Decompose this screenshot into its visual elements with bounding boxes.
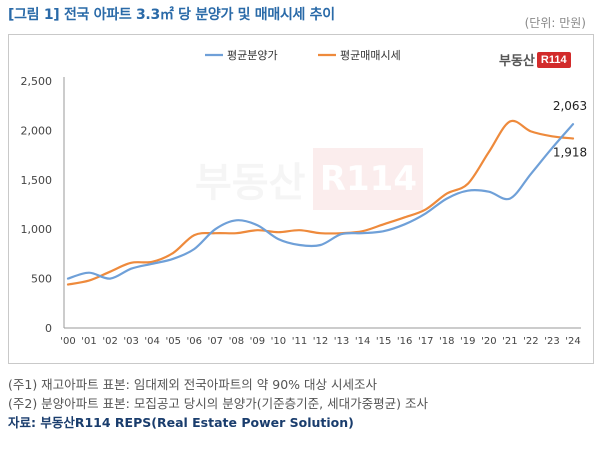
y-tick-label: 2,000 bbox=[21, 124, 53, 137]
x-tick-label: '22 bbox=[523, 336, 538, 347]
legend-label-market: 평균매매시세 bbox=[340, 49, 401, 62]
footnotes: (주1) 재고아파트 표본: 임대제외 전국아파트의 약 90% 대상 시세조사… bbox=[8, 375, 428, 432]
x-tick-label: '08 bbox=[229, 336, 244, 347]
x-tick-label: '23 bbox=[544, 336, 559, 347]
x-tick-label: '18 bbox=[439, 336, 454, 347]
x-tick-label: '00 bbox=[60, 336, 75, 347]
chart-panel bbox=[8, 34, 594, 364]
series-line-presale bbox=[66, 123, 575, 280]
note-2: (주2) 분양아파트 표본: 모집공고 당시의 분양가(기준층기준, 세대가중평… bbox=[8, 396, 428, 411]
y-tick-label: 0 bbox=[45, 322, 52, 335]
logo-badge: R114 bbox=[536, 51, 571, 68]
x-tick-label: '19 bbox=[460, 336, 475, 347]
x-tick-label: '03 bbox=[123, 336, 138, 347]
x-tick-label: '07 bbox=[208, 336, 223, 347]
unit-label: (단위: 만원) bbox=[524, 16, 586, 30]
data-label-market: 1,918 bbox=[553, 146, 587, 160]
brand-logo: 부동산 R114 bbox=[499, 50, 571, 69]
source-note: 자료: 부동산R114 REPS(Real Estate Power Solut… bbox=[8, 415, 354, 430]
x-tick-label: '12 bbox=[313, 336, 328, 347]
note-1: (주1) 재고아파트 표본: 임대제외 전국아파트의 약 90% 대상 시세조사 bbox=[8, 377, 377, 392]
legend-label-presale: 평균분양가 bbox=[227, 49, 278, 62]
x-tick-label: '14 bbox=[355, 336, 370, 347]
line-chart: 0 500 1,000 1,500 2,000 2,500 '00 '01 '02 '03 '04 '… bbox=[21, 49, 588, 347]
series-line-market bbox=[66, 119, 575, 286]
x-tick-label: '05 bbox=[165, 336, 180, 347]
x-tick-label: '11 bbox=[292, 336, 307, 347]
x-tick-label: '06 bbox=[187, 336, 202, 347]
y-tick-label: 1,000 bbox=[21, 223, 53, 236]
x-tick-label: '13 bbox=[334, 336, 349, 347]
x-tick-label: '20 bbox=[481, 336, 496, 347]
y-tick-label: 2,500 bbox=[21, 75, 53, 88]
x-tick-label: '16 bbox=[397, 336, 412, 347]
x-tick-label: '21 bbox=[502, 336, 517, 347]
x-tick-label: '09 bbox=[250, 336, 265, 347]
y-tick-label: 1,500 bbox=[21, 174, 53, 187]
x-tick-label: '04 bbox=[144, 336, 159, 347]
logo-text: 부동산 bbox=[499, 54, 535, 69]
x-tick-label: '15 bbox=[376, 336, 391, 347]
x-tick-label: '01 bbox=[81, 336, 96, 347]
y-tick-label: 500 bbox=[31, 273, 52, 286]
x-tick-label: '24 bbox=[565, 336, 580, 347]
x-tick-label: '17 bbox=[418, 336, 433, 347]
data-label-presale: 2,063 bbox=[553, 99, 587, 113]
x-tick-label: '02 bbox=[102, 336, 117, 347]
chart-title: [그림 1] 전국 아파트 3.3㎡ 당 분양가 및 매매시세 추이 bbox=[8, 7, 335, 23]
x-tick-label: '10 bbox=[271, 336, 286, 347]
